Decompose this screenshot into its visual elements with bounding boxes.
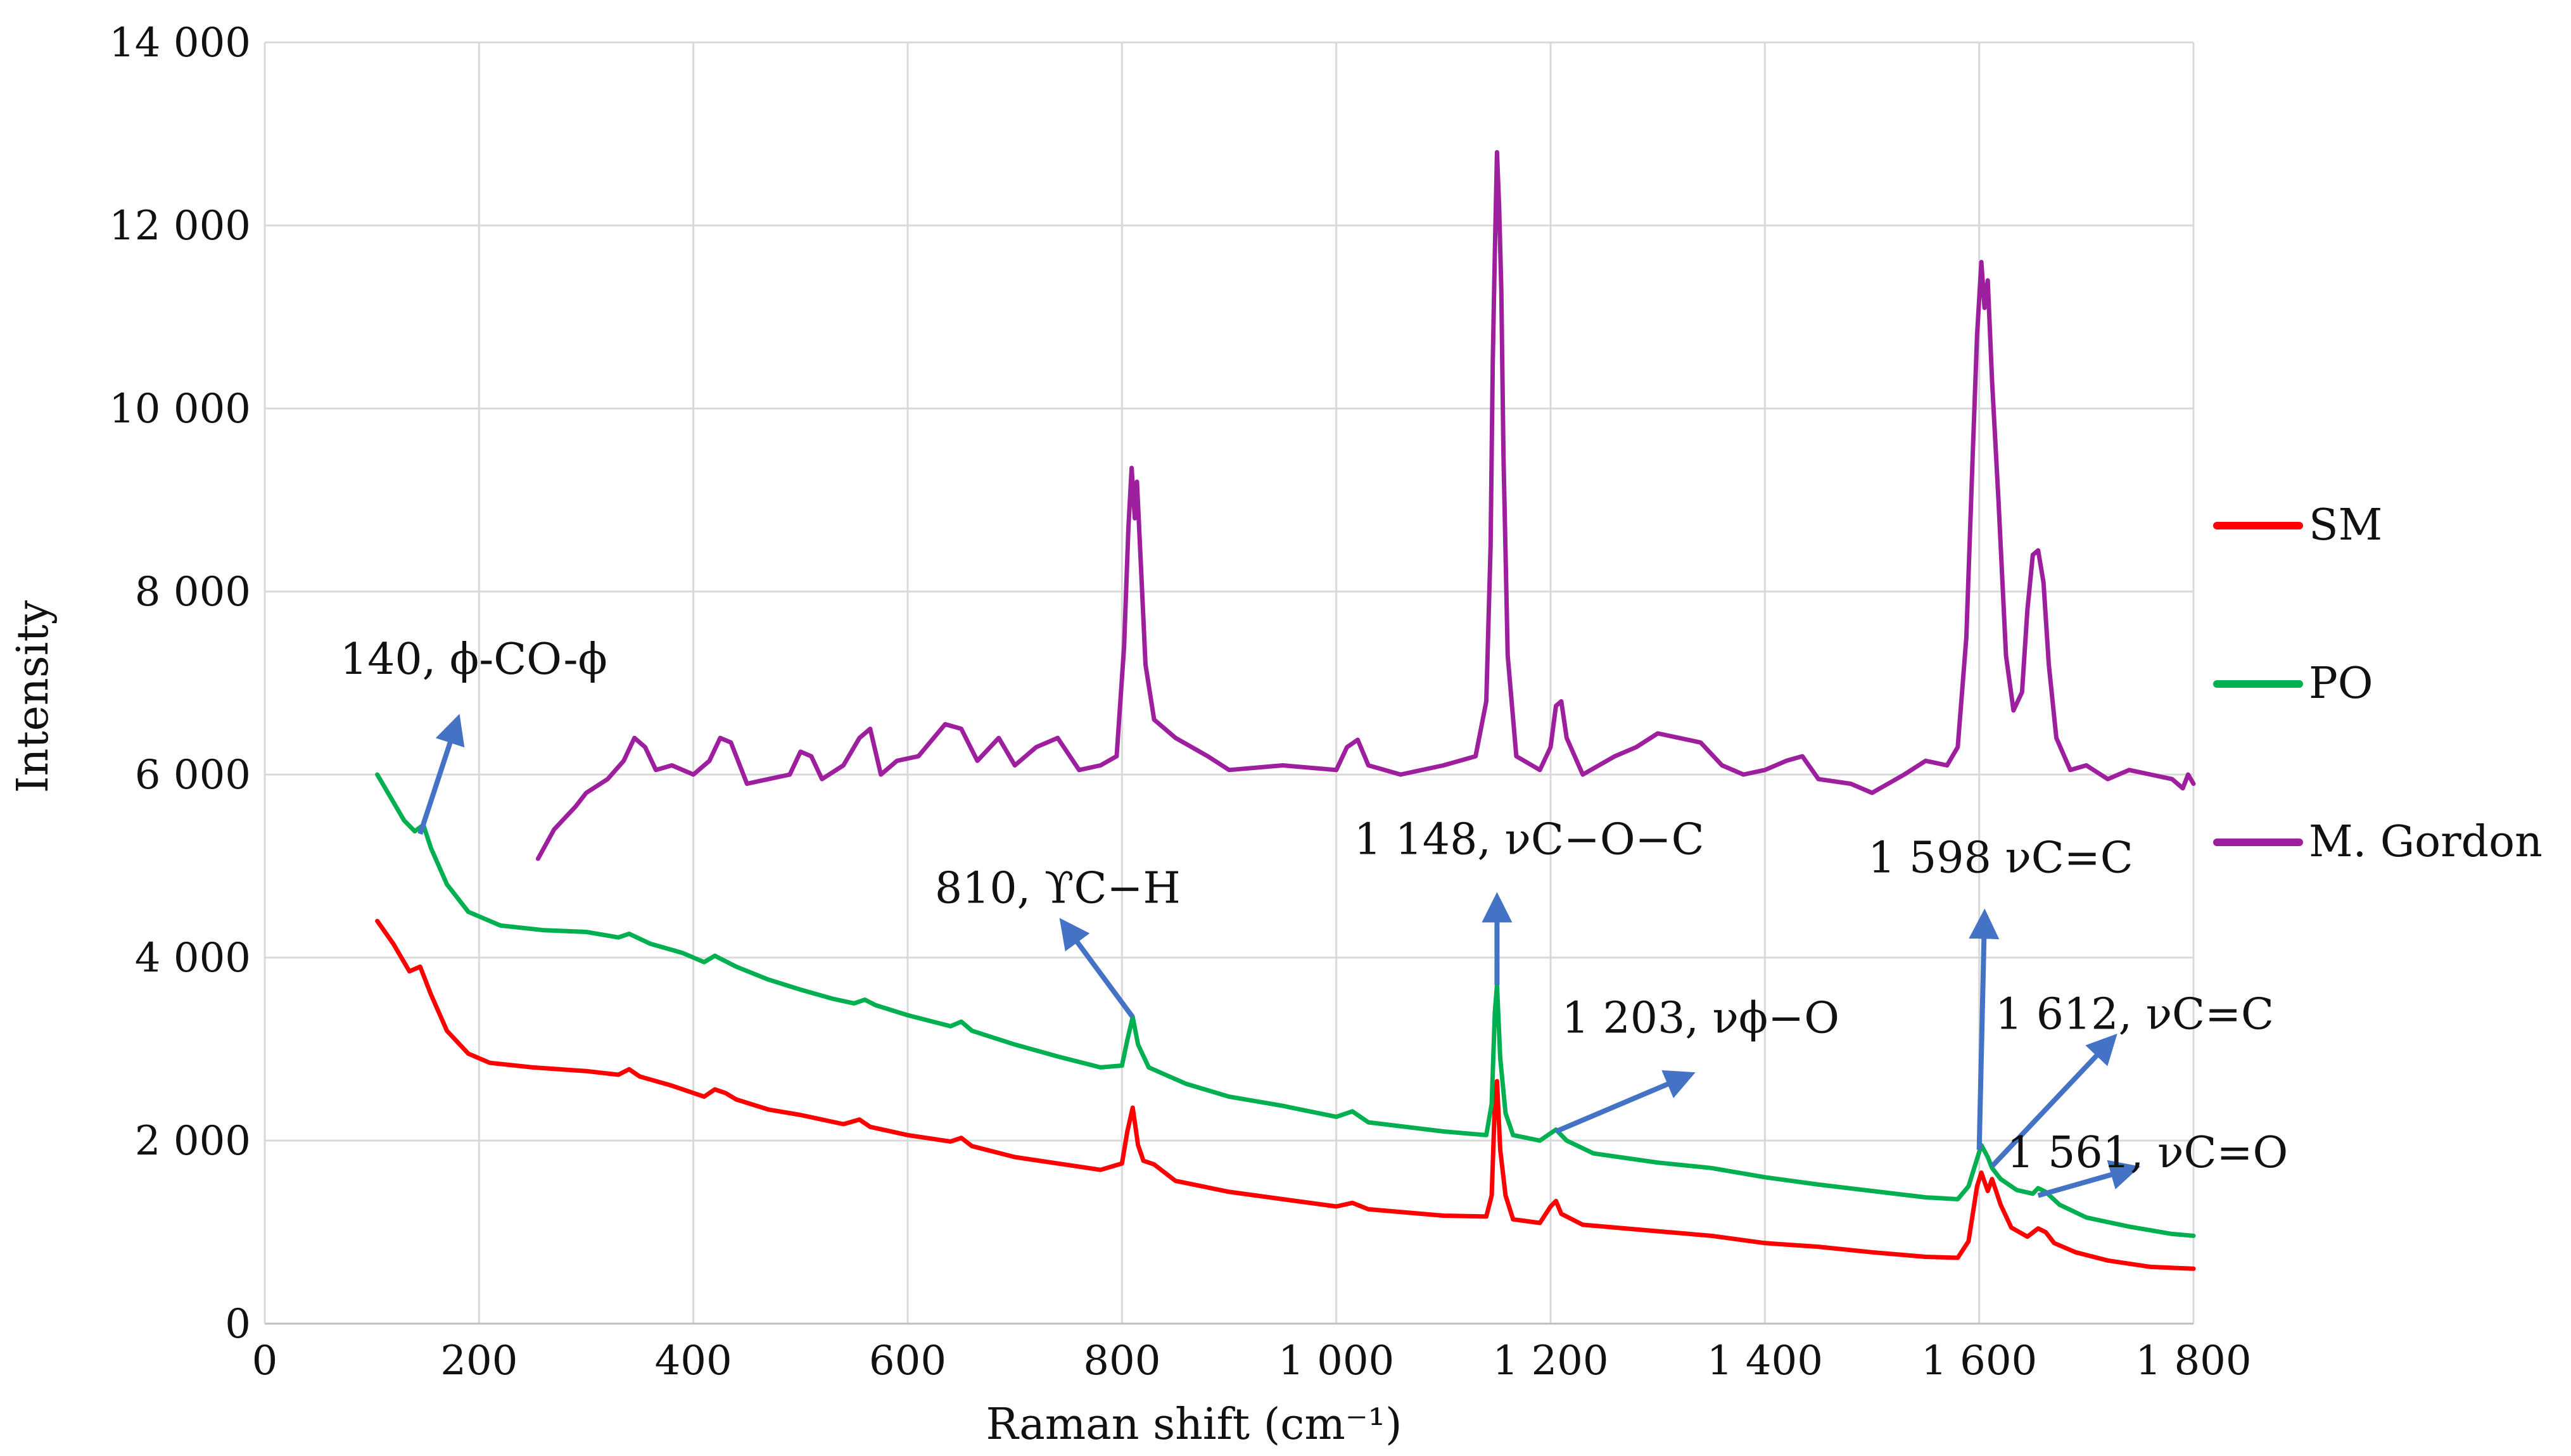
annotation-arrow <box>417 714 465 835</box>
annotation-arrow <box>1059 918 1135 1019</box>
x-tick-label: 1 400 <box>1707 1338 1823 1384</box>
x-tick-label: 0 <box>252 1338 278 1384</box>
y-tick-label: 6 000 <box>135 752 251 799</box>
annotation-label: 1 203, νϕ−O <box>1562 993 1839 1043</box>
y-tick-label: 14 000 <box>109 20 251 66</box>
annotation-label: 140, ϕ-CO-ϕ <box>340 635 607 685</box>
x-tick-label: 600 <box>869 1338 946 1384</box>
series-line-po <box>375 772 2196 1238</box>
x-tick-label: 1 000 <box>1278 1338 1394 1384</box>
x-tick-label: 200 <box>440 1338 517 1384</box>
annotation-label: 1 612, νC=C <box>1995 990 2274 1040</box>
y-axis-title: Intensity <box>8 600 58 793</box>
legend-label-m-gordon: M. Gordon <box>2309 817 2542 867</box>
legend: SM PO M. Gordon <box>2213 500 2542 867</box>
y-tick-label: 0 <box>225 1301 251 1348</box>
y-tick-label: 10 000 <box>109 386 251 433</box>
annotation-label: 1 598 νC=C <box>1868 833 2133 883</box>
annotation-arrow <box>1990 1034 2117 1168</box>
legend-label-sm: SM <box>2309 500 2382 550</box>
x-tick-label: 800 <box>1083 1338 1160 1384</box>
y-tick-label: 12 000 <box>109 203 251 250</box>
annotation-label: 1 148, νC−O−C <box>1354 815 1704 865</box>
annotations: 140, ϕ-CO-ϕ 810, ϒC−H 1 148, νC−O−C 1 203, … <box>340 635 2288 1198</box>
y-tick-label: 8 000 <box>135 569 251 616</box>
grid <box>265 41 2195 1324</box>
x-tick-label: 1 600 <box>1921 1338 2037 1384</box>
series-group <box>375 149 2196 1271</box>
legend-label-po: PO <box>2309 659 2373 709</box>
axes: 0 200 400 600 800 1 000 1 200 1 400 1 600 1 800 0 2… <box>109 20 2252 1384</box>
annotation-label: 810, ϒC−H <box>935 863 1181 913</box>
y-tick-label: 2 000 <box>135 1118 251 1165</box>
annotation-label: 1 561, νC=O <box>2007 1128 2288 1178</box>
x-axis-title: Raman shift (cm⁻¹) <box>986 1400 1402 1450</box>
series-line-sm <box>375 918 2196 1271</box>
y-tick-label: 4 000 <box>135 935 251 982</box>
annotation-arrow <box>1969 908 2000 1150</box>
annotation-arrow <box>1554 1070 1696 1134</box>
x-tick-label: 1 200 <box>1492 1338 1608 1384</box>
x-tick-label: 1 800 <box>2135 1338 2251 1384</box>
series-line-m-gordon <box>535 149 2196 861</box>
annotation-arrow <box>2037 1160 2141 1198</box>
x-tick-label: 400 <box>655 1338 732 1384</box>
